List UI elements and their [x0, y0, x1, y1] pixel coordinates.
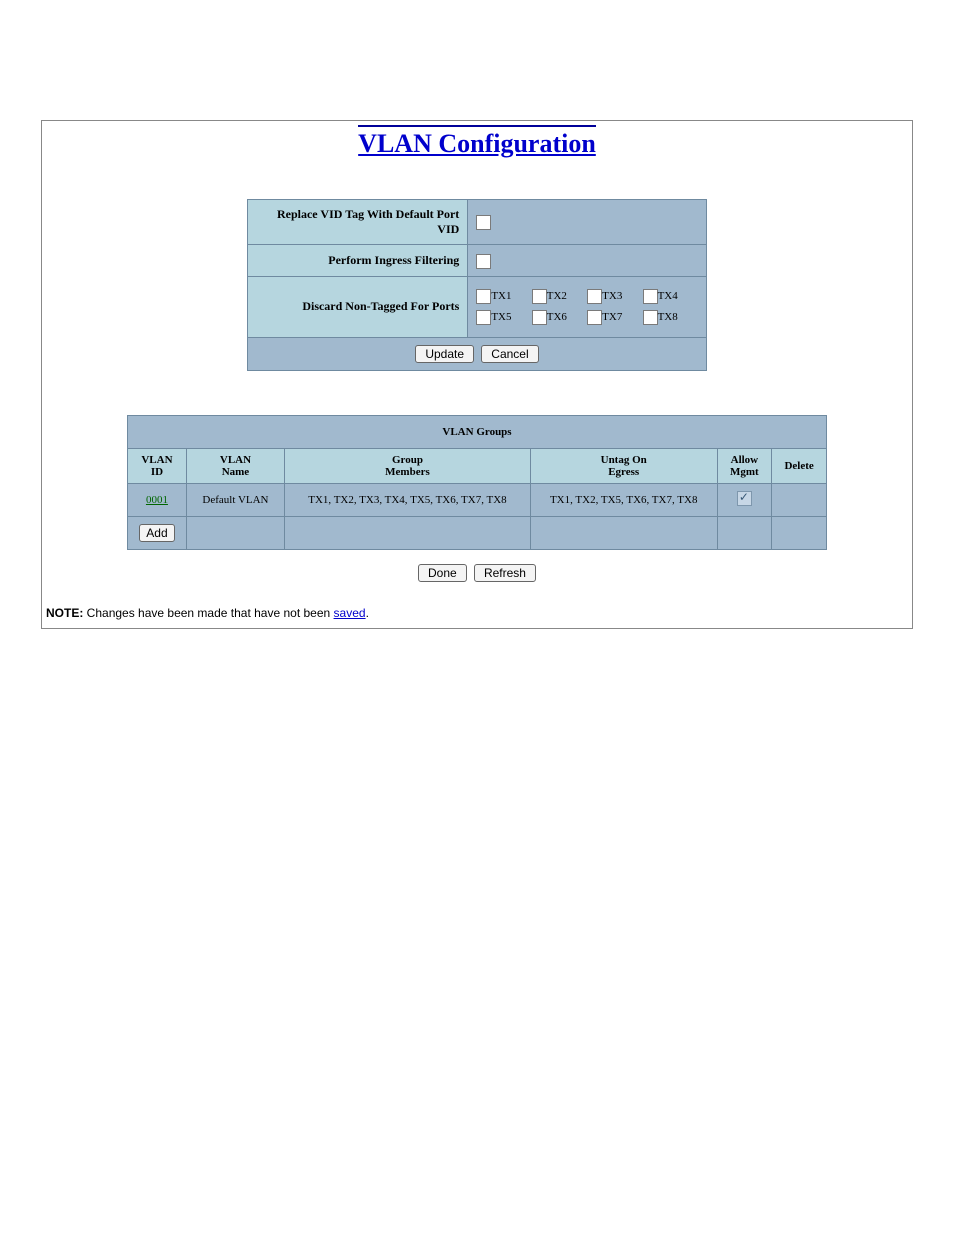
empty-cell	[285, 516, 531, 549]
col-vlan-id: VLANID	[128, 448, 187, 483]
unsaved-note: NOTE: Changes have been made that have n…	[42, 592, 912, 620]
add-button[interactable]: Add	[139, 524, 174, 542]
saved-link[interactable]: saved	[334, 606, 366, 620]
title-wrap: VLAN Configuration	[42, 121, 912, 159]
update-button[interactable]: Update	[415, 345, 474, 363]
config-value	[468, 245, 707, 277]
config-row-replace-vid: Replace VID Tag With Default Port VID	[248, 200, 707, 245]
config-row-discard-nontagged: Discard Non-Tagged For Ports TX1 TX2 TX3…	[248, 276, 707, 337]
refresh-button[interactable]: Refresh	[474, 564, 536, 582]
vlan-name-cell: Default VLAN	[186, 483, 284, 516]
vlan-groups-table: VLAN Groups VLANID VLANName GroupMembers…	[127, 415, 827, 550]
add-cell: Add	[128, 516, 187, 549]
config-label: Discard Non-Tagged For Ports	[248, 276, 468, 337]
port-check-tx1[interactable]: TX1	[476, 289, 531, 304]
group-members-cell: TX1, TX2, TX3, TX4, TX5, TX6, TX7, TX8	[285, 483, 531, 516]
config-button-row: Update Cancel	[248, 337, 707, 370]
config-value: TX1 TX2 TX3 TX4 TX5 TX6 TX7 TX8	[468, 276, 707, 337]
port-check-tx8[interactable]: TX8	[643, 310, 698, 325]
groups-caption: VLAN Groups	[128, 415, 827, 448]
empty-cell	[717, 516, 772, 549]
col-untag: Untag OnEgress	[530, 448, 717, 483]
groups-header-row: VLANID VLANName GroupMembers Untag OnEgr…	[128, 448, 827, 483]
port-check-tx6[interactable]: TX6	[532, 310, 587, 325]
empty-cell	[530, 516, 717, 549]
table-row: 0001 Default VLAN TX1, TX2, TX3, TX4, TX…	[128, 483, 827, 516]
col-group-members: GroupMembers	[285, 448, 531, 483]
cancel-button[interactable]: Cancel	[481, 345, 538, 363]
bottom-button-row: Done Refresh	[42, 564, 912, 582]
empty-cell	[186, 516, 284, 549]
config-row-ingress: Perform Ingress Filtering	[248, 245, 707, 277]
col-delete: Delete	[772, 448, 827, 483]
port-check-tx3[interactable]: TX3	[587, 289, 642, 304]
ingress-filter-checkbox[interactable]	[476, 254, 491, 269]
port-checkbox-grid: TX1 TX2 TX3 TX4 TX5 TX6 TX7 TX8	[476, 284, 698, 330]
vlan-id-cell: 0001	[128, 483, 187, 516]
config-label: Replace VID Tag With Default Port VID	[248, 200, 468, 245]
port-check-tx7[interactable]: TX7	[587, 310, 642, 325]
note-body-before: Changes have been made that have not bee…	[83, 606, 333, 620]
col-allow-mgmt: AllowMgmt	[717, 448, 772, 483]
port-check-tx4[interactable]: TX4	[643, 289, 698, 304]
page-title-link[interactable]: VLAN Configuration	[358, 125, 596, 159]
port-check-tx2[interactable]: TX2	[532, 289, 587, 304]
replace-vid-checkbox[interactable]	[476, 215, 491, 230]
empty-cell	[772, 516, 827, 549]
allow-mgmt-cell	[717, 483, 772, 516]
note-body-after: .	[366, 606, 369, 620]
config-table: Replace VID Tag With Default Port VID Pe…	[247, 199, 707, 371]
vlan-config-panel: VLAN Configuration Replace VID Tag With …	[41, 120, 913, 629]
col-vlan-name: VLANName	[186, 448, 284, 483]
config-label: Perform Ingress Filtering	[248, 245, 468, 277]
done-button[interactable]: Done	[418, 564, 467, 582]
delete-cell	[772, 483, 827, 516]
note-prefix: NOTE:	[46, 606, 83, 620]
table-row-add: Add	[128, 516, 827, 549]
config-value	[468, 200, 707, 245]
vlan-id-link[interactable]: 0001	[146, 494, 168, 506]
groups-caption-row: VLAN Groups	[128, 415, 827, 448]
untag-cell: TX1, TX2, TX5, TX6, TX7, TX8	[530, 483, 717, 516]
allow-mgmt-checkbox[interactable]	[737, 491, 752, 506]
port-check-tx5[interactable]: TX5	[476, 310, 531, 325]
